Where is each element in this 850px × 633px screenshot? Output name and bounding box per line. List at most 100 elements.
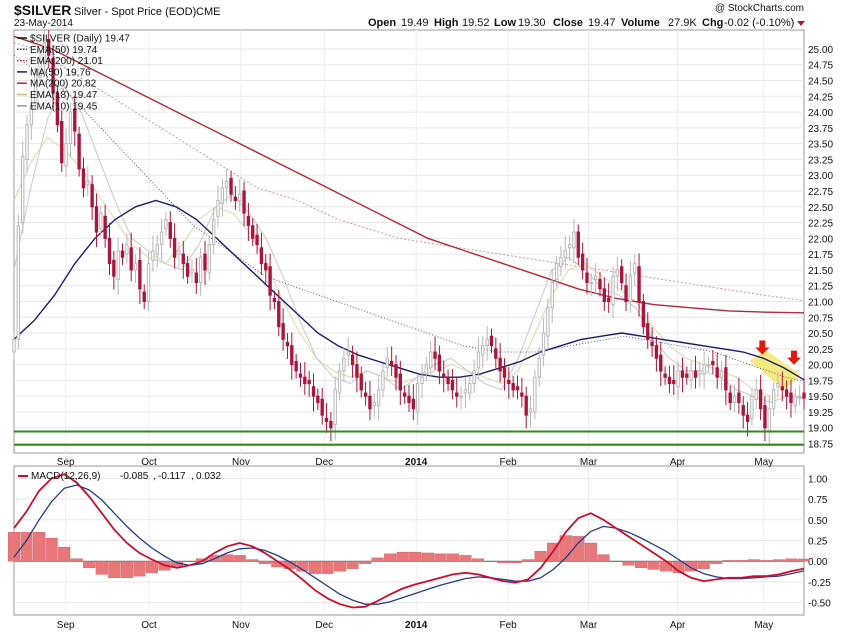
candle-body xyxy=(233,196,238,201)
candle-body xyxy=(754,389,758,400)
month-label-macd: Nov xyxy=(232,620,250,631)
candle-body xyxy=(728,392,732,403)
candle-body xyxy=(355,364,359,378)
price-tick-label: 21.00 xyxy=(808,297,833,308)
macd-histogram-bar xyxy=(697,561,710,569)
instrument-name: Silver - Spot Price (EOD) xyxy=(74,6,196,18)
price-tick-label: 21.75 xyxy=(808,250,833,261)
macd-histogram-bar xyxy=(45,537,58,562)
candle-body xyxy=(750,395,754,419)
price-tick-label: 19.75 xyxy=(808,376,833,387)
candle-body xyxy=(737,392,741,403)
macd-histogram-bar xyxy=(308,561,321,574)
candle-body xyxy=(585,272,589,284)
macd-histogram-bar xyxy=(183,561,196,562)
month-label-macd: Dec xyxy=(315,620,333,631)
svg-text:,: , xyxy=(153,471,156,482)
candle-body xyxy=(589,282,593,285)
candle-body xyxy=(767,408,771,432)
candle-body xyxy=(172,237,177,258)
macd-histogram-bar xyxy=(145,561,158,573)
ema10-line xyxy=(13,85,805,404)
macd-histogram-bar xyxy=(471,558,484,562)
month-label-macd: Oct xyxy=(141,620,157,631)
candle-body xyxy=(680,370,685,378)
candle-body xyxy=(763,405,767,429)
candle-body xyxy=(12,338,16,353)
signal-line xyxy=(13,484,805,605)
legend-entry: $SILVER (Daily) 19.47 xyxy=(30,34,130,45)
candle-body xyxy=(411,398,416,410)
month-labels-macd: Sep Oct Nov Dec 2014 Feb Mar Apr May xyxy=(57,620,773,631)
candle-body xyxy=(112,259,116,277)
macd-histogram-bar xyxy=(609,561,622,562)
candle-body xyxy=(103,215,107,239)
chg-label: Chg xyxy=(702,17,723,29)
candle-body xyxy=(146,263,151,302)
macd-line xyxy=(13,473,805,609)
macd-histogram-bar xyxy=(634,561,647,568)
legend-entry: MA(200) 20.82 xyxy=(30,79,97,90)
legend-entry: MA(50) 19.76 xyxy=(30,67,91,78)
candle-body xyxy=(181,253,185,265)
candle-body xyxy=(576,231,580,258)
macd-histogram-bar xyxy=(459,555,472,562)
month-label: Oct xyxy=(141,457,157,468)
candle-body xyxy=(489,335,494,347)
candle-body xyxy=(381,370,385,391)
candle-body xyxy=(55,92,60,126)
candle-body xyxy=(719,370,724,378)
macd-histogram-bar xyxy=(747,559,760,562)
macd-histogram-bar xyxy=(785,558,798,562)
macd-histogram-bar xyxy=(7,532,21,562)
price-tick-label: 18.75 xyxy=(808,440,833,451)
macd-histogram-bar xyxy=(321,561,334,574)
candle-body xyxy=(290,345,294,366)
candle-body xyxy=(711,360,715,366)
candle-body xyxy=(120,250,125,258)
moving-averages xyxy=(13,35,805,404)
candle-body xyxy=(407,395,411,403)
candle-body xyxy=(784,389,789,397)
candle-body xyxy=(537,357,541,378)
candle-body xyxy=(281,323,285,340)
price-tick-label: 23.50 xyxy=(808,140,833,151)
legend-entry: EMA(18) 19.47 xyxy=(30,90,98,101)
price-gridlines xyxy=(14,48,804,445)
macd-name: MACD(12,26,9) xyxy=(31,471,100,482)
candle-body xyxy=(455,392,459,397)
close-label: Close xyxy=(553,17,583,29)
down-triangle-icon xyxy=(797,21,805,26)
candle-body xyxy=(702,364,706,375)
candle-body xyxy=(68,111,73,145)
candle-body xyxy=(177,250,181,255)
open-label: Open xyxy=(368,17,396,29)
candle-body xyxy=(628,275,633,302)
ma50-line xyxy=(13,199,805,381)
macd-tick-label: 1.00 xyxy=(808,474,828,485)
candle-body xyxy=(185,263,190,277)
macd-histogram-bar xyxy=(559,535,572,562)
candle-body xyxy=(142,291,146,302)
month-label: Apr xyxy=(670,457,686,468)
month-label: Mar xyxy=(580,457,598,468)
candle-body xyxy=(771,389,776,410)
candle-body xyxy=(789,392,793,403)
macd-histogram-bar xyxy=(33,532,46,562)
candle-body xyxy=(420,376,424,385)
candle-body xyxy=(190,269,194,274)
macd-histogram-bar xyxy=(735,560,748,562)
month-label: Nov xyxy=(232,457,250,468)
month-label-macd: Sep xyxy=(57,620,75,631)
macd-histogram-bar xyxy=(246,559,259,562)
month-label-macd: 2014 xyxy=(405,620,428,631)
macd-tick-label: -0.25 xyxy=(808,578,831,589)
candle-body xyxy=(242,190,246,214)
macd-histogram-bar xyxy=(221,554,234,562)
candle-body xyxy=(580,253,585,271)
month-label: Feb xyxy=(499,457,517,468)
candle-body xyxy=(238,193,242,201)
candle-body xyxy=(611,275,615,306)
candle-body xyxy=(133,263,138,271)
candle-body xyxy=(311,386,316,397)
